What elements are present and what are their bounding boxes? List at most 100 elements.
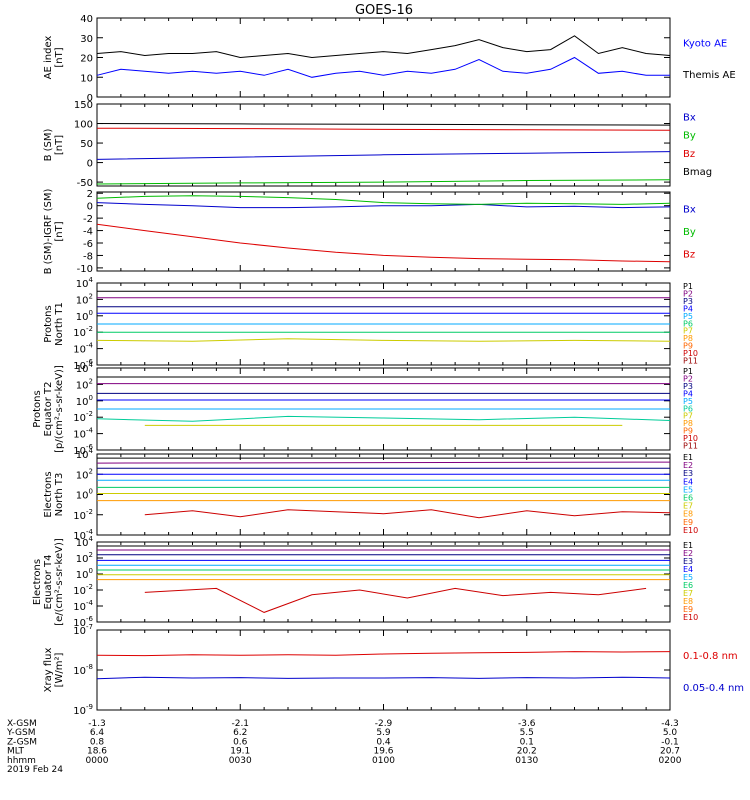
ephemeris-value: 0130 — [515, 756, 538, 766]
y-axis-label: Xray flux — [43, 648, 54, 693]
legend-label: P1 — [683, 367, 693, 376]
legend-label: P1 — [683, 282, 693, 291]
legend-label: P2 — [683, 289, 693, 298]
ephemeris-value: 0.1 — [520, 737, 534, 747]
y-tick-label: -2 — [83, 214, 93, 225]
series-line-kyoto-ae — [96, 56, 670, 78]
legend-label: E4 — [683, 477, 693, 486]
ephemeris-row-label: X-GSM — [7, 719, 37, 729]
y-tick-label: 10-6 — [73, 358, 93, 372]
legend-label: Bz — [683, 249, 695, 260]
series-line-bx — [96, 151, 671, 160]
legend-label: Bx — [683, 112, 696, 123]
legend-label: Bz — [683, 149, 695, 160]
legend-label: P5 — [683, 397, 693, 406]
y-tick-label: 10-4 — [73, 599, 93, 613]
series-line-e10 — [144, 509, 671, 519]
ephemeris-value: 5.9 — [376, 728, 391, 738]
y-tick-label: 10-2 — [73, 325, 93, 339]
legend-label: P7 — [683, 327, 693, 336]
y-tick-label: 10-4 — [73, 342, 93, 356]
legend-label: P3 — [683, 382, 693, 391]
legend-label: E10 — [683, 526, 698, 535]
y-tick-label: 10-8 — [73, 663, 93, 677]
y-tick-label: 10-7 — [73, 623, 93, 637]
panel-4: 10-6 10-4 10-2 100 102 104 Protons North T1 P1P2… — [43, 276, 698, 372]
series-line-0-1-0-8-nm — [96, 651, 671, 657]
y-tick-label: 150 — [74, 100, 93, 111]
panel-6: 10-4 10-2 100 102 104 Electrons North T3 E1E2E3… — [43, 447, 698, 542]
legend-label: P4 — [683, 304, 693, 313]
legend-label: P3 — [683, 297, 693, 306]
y-tick-label: 10 — [80, 73, 93, 84]
ephemeris-value: 0.8 — [90, 737, 105, 747]
panel-3: -10 -8-6-4 -20 2 B (SM)-IGRF (SM) [nT] Bx By Bz — [43, 189, 696, 275]
y-axis-label: Electrons — [32, 559, 43, 605]
figure-title: GOES-16 — [355, 3, 413, 18]
legend-label: E2 — [683, 549, 693, 558]
legend-label: P6 — [683, 404, 693, 413]
y-tick-label: 102 — [76, 292, 93, 306]
y-tick-label: 10-6 — [73, 615, 93, 629]
series-line-e2 — [96, 461, 671, 464]
y-tick-label: 100 — [76, 488, 93, 502]
legend-label: E7 — [683, 502, 693, 511]
y-axis-label: Equator T4 — [43, 555, 54, 610]
legend-label: P11 — [683, 442, 698, 451]
y-tick-label: 100 — [74, 120, 93, 131]
y-tick-label: 40 — [80, 14, 93, 25]
y-tick-label: -4 — [83, 227, 93, 238]
series-line-p7 — [96, 338, 671, 342]
ephemeris-value: 19.6 — [373, 747, 393, 757]
legend-label: 0.1-0.8 nm — [683, 651, 738, 662]
panel-frame — [96, 103, 671, 187]
y-axis-label: Equator T2 — [43, 382, 54, 437]
ephemeris-value: 0030 — [229, 756, 252, 766]
y-tick-label: 102 — [76, 377, 93, 391]
series-line-bz — [96, 223, 671, 263]
y-tick-label: 0 — [87, 202, 93, 213]
ephemeris-row-label: MLT — [7, 747, 25, 757]
legend-label: Bx — [683, 204, 696, 215]
y-tick-label: 100 — [76, 567, 93, 581]
legend-label: E1 — [683, 541, 693, 550]
ephemeris-value: 6.2 — [233, 728, 247, 738]
y-axis-label: Electrons — [43, 471, 54, 517]
y-axis-label: [nT] — [54, 135, 65, 155]
y-tick-label: -6 — [83, 239, 93, 250]
ephemeris-value: 0000 — [86, 756, 109, 766]
y-tick-label: 100 — [76, 309, 93, 323]
y-tick-label: 10-2 — [73, 508, 93, 522]
y-tick-label: 100 — [76, 394, 93, 408]
series-line-by — [96, 179, 671, 185]
y-tick-label: 104 — [76, 447, 94, 461]
y-tick-label: 0 — [87, 159, 93, 170]
ephemeris-value: 0200 — [659, 756, 682, 766]
ephemeris-value: 20.2 — [517, 747, 537, 757]
legend-label: P7 — [683, 412, 693, 421]
legend-label: P5 — [683, 312, 693, 321]
ephemeris-row-label: Z-GSM — [7, 737, 37, 747]
legend-label: E4 — [683, 565, 693, 574]
y-tick-label: 30 — [80, 34, 93, 45]
y-tick-label: 104 — [76, 276, 94, 290]
panel-frame — [96, 17, 671, 98]
legend-label: Bmag — [683, 167, 712, 178]
legend-label: E5 — [683, 573, 693, 582]
y-tick-label: 50 — [80, 139, 93, 150]
y-axis-label: Protons — [43, 305, 54, 342]
legend-label: P4 — [683, 389, 693, 398]
y-axis-label: [nT] — [54, 221, 65, 241]
legend-label: P6 — [683, 319, 693, 328]
legend-label: Themis AE — [682, 70, 736, 81]
ephemeris-value: 6.4 — [90, 728, 105, 738]
y-tick-label: 10-9 — [73, 703, 93, 717]
panel-7: 10-6 10-4 10-2 100 102 104 Electrons Equator T4… — [32, 535, 698, 629]
y-axis-label: Protons — [32, 390, 43, 427]
legend-label: E9 — [683, 518, 693, 527]
y-axis-label: [p/(cm²-s-sr-keV)] — [54, 365, 65, 453]
legend-label: P9 — [683, 342, 693, 351]
ephemeris-value: -2.1 — [231, 719, 249, 729]
